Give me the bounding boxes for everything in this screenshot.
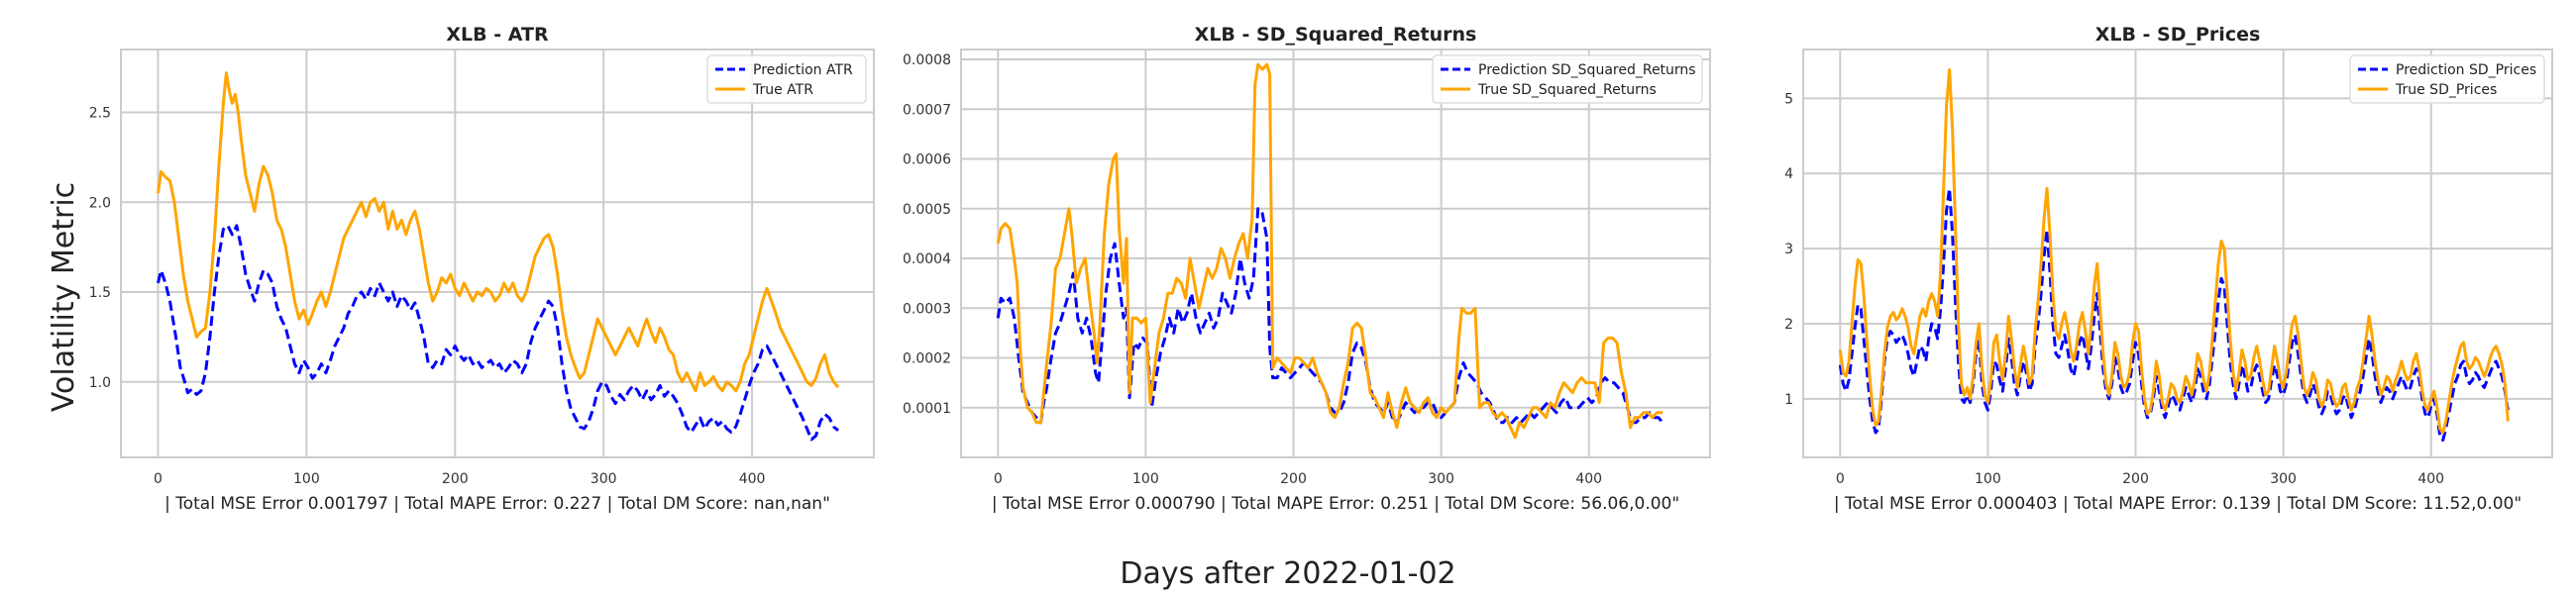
y-tick-label: 0.0005 [903, 202, 951, 218]
y-tick-label: 4 [1784, 166, 1793, 182]
y-tick-label: 0.0002 [903, 351, 951, 367]
x-tick-label: 200 [2122, 471, 2149, 487]
error-summary-text: | Total MSE Error 0.000403 | Total MAPE … [1834, 494, 2522, 514]
plot-frame [1802, 49, 2553, 458]
y-tick-label: 0.0003 [903, 301, 951, 317]
y-tick-label: 1.5 [89, 285, 111, 301]
y-tick-label: 0.0008 [903, 52, 951, 68]
y-tick-label: 1.0 [89, 375, 111, 391]
legend-label: Prediction SD_Prices [2396, 62, 2536, 78]
y-tick-label: 0.0006 [903, 152, 951, 168]
plot-frame [960, 49, 1711, 458]
legend-box [1432, 54, 1703, 104]
y-tick-label: 3 [1784, 242, 1793, 257]
figure-ylabel: Volatility Metric [47, 182, 81, 412]
true-series-line [1838, 68, 2510, 435]
legend-box [2349, 54, 2545, 104]
prediction-series-line [1838, 186, 2510, 442]
y-tick-label: 0.0004 [903, 251, 951, 267]
x-tick-label: 300 [2270, 471, 2297, 487]
y-tick-label: 0.0007 [903, 102, 951, 118]
true-series-line [996, 62, 1664, 440]
chart-title: XLB - ATR [446, 24, 549, 46]
chart-title: XLB - SD_Squared_Returns [1195, 24, 1477, 46]
y-tick-label: 2.5 [89, 106, 111, 122]
legend-label: True ATR [752, 82, 813, 98]
legend-label: Prediction ATR [753, 62, 853, 78]
prediction-series-line [157, 224, 839, 442]
error-summary-text: | Total MSE Error 0.001797 | Total MAPE … [164, 494, 830, 514]
x-tick-label: 100 [1975, 471, 2001, 487]
error-summary-text: | Total MSE Error 0.000790 | Total MAPE … [992, 494, 1679, 514]
x-tick-label: 100 [1132, 471, 1159, 487]
legend: Prediction ATR True ATR [706, 54, 867, 104]
figure-xlabel: Days after 2022-01-02 [1120, 556, 1455, 591]
legend-box [706, 54, 867, 104]
legend-label: Prediction SD_Squared_Returns [1478, 62, 1696, 78]
chart-panel-2: 0 100 200 300 400 0.0001 0.0002 0.0003 0.0004 0.0… [903, 24, 1711, 514]
true-series-line [157, 71, 840, 393]
x-tick-label: 400 [739, 471, 766, 487]
chart-panel-1: 0 100 200 300 400 1.0 1.5 2.0 2.5 XLB - ATR | Tota… [89, 24, 875, 514]
legend-label: True SD_Squared_Returns [1477, 82, 1657, 98]
x-tick-label: 0 [994, 471, 1003, 487]
x-tick-label: 400 [1575, 471, 1602, 487]
plot-frame [120, 49, 875, 458]
legend: Prediction SD_Squared_Returns True SD_Squ… [1432, 54, 1703, 104]
x-tick-label: 0 [154, 471, 162, 487]
legend: Prediction SD_Prices True SD_Prices [2349, 54, 2545, 104]
x-tick-label: 300 [1428, 471, 1454, 487]
x-tick-label: 0 [1836, 471, 1845, 487]
x-tick-label: 300 [590, 471, 617, 487]
x-tick-label: 100 [293, 471, 320, 487]
legend-label: True SD_Prices [2395, 82, 2497, 98]
y-tick-label: 2 [1784, 317, 1793, 333]
x-tick-label: 200 [442, 471, 469, 487]
y-tick-label: 0.0001 [903, 401, 951, 417]
x-tick-label: 200 [1280, 471, 1307, 487]
y-tick-label: 2.0 [89, 195, 111, 211]
chart-panel-3: 0 100 200 300 400 1 2 3 4 5 XLB - SD_Prices | Total… [1784, 24, 2553, 514]
y-tick-label: 1 [1784, 392, 1793, 408]
chart-title: XLB - SD_Prices [2095, 24, 2261, 46]
x-tick-label: 400 [2417, 471, 2444, 487]
y-tick-label: 5 [1784, 91, 1793, 107]
